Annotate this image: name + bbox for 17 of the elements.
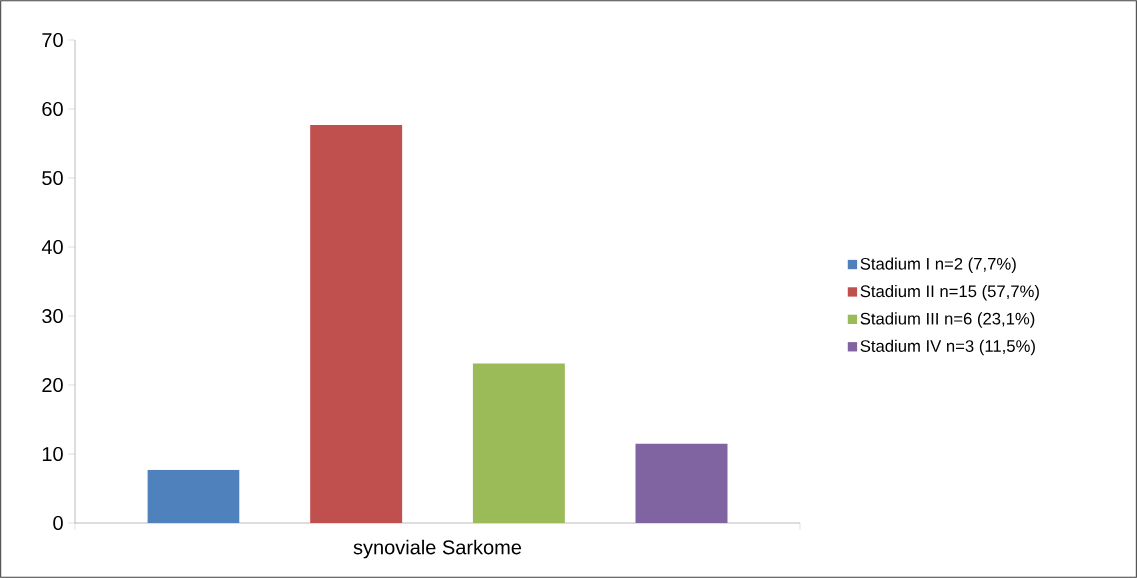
y-tick-label: 10	[42, 446, 63, 462]
y-tick-label: 30	[42, 308, 63, 324]
y-tick-label: 50	[42, 170, 63, 186]
legend-label: Stadium IV n=3 (11,5%)	[860, 339, 1035, 356]
y-tick-label: 0	[53, 515, 63, 531]
legend-label: Stadium III n=6 (23,1%)	[860, 312, 1035, 328]
y-tick-label: 40	[41, 239, 63, 255]
y-tick-label: 20	[42, 377, 63, 393]
bar	[472, 363, 565, 523]
y-tick-label: 70	[42, 32, 63, 48]
bar	[635, 443, 728, 523]
legend-label: Stadium I n=2 (7,7%)	[860, 257, 1016, 274]
x-tick-label: synoviale Sarkome	[353, 539, 522, 559]
bar	[310, 124, 403, 523]
legend-label: Stadium II n=15 (57,7%)	[860, 284, 1039, 301]
bar	[147, 469, 240, 523]
y-tick-label: 60	[42, 101, 63, 117]
